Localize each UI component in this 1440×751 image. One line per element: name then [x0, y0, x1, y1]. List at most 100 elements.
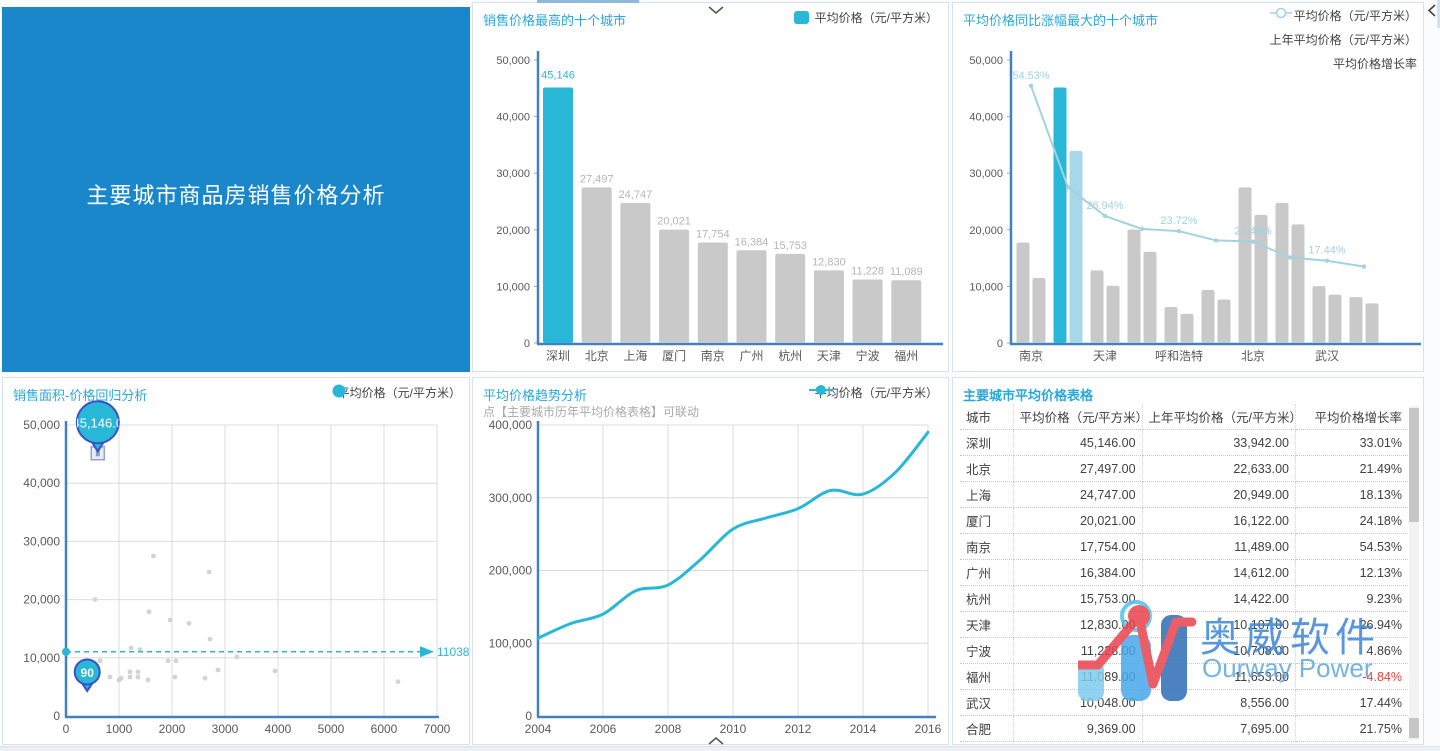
- bar-prev[interactable]: [1217, 299, 1231, 343]
- scatter-point[interactable]: [165, 658, 171, 664]
- growth-rate-point[interactable]: [1250, 239, 1256, 244]
- legend-avg-price[interactable]: 平均价格（元/平方米）: [808, 384, 938, 401]
- x-axis-label[interactable]: 武汉: [1315, 349, 1339, 363]
- table-row[interactable]: 北京 27,497.00 22,633.00 21.49%: [960, 455, 1408, 482]
- scatter-point[interactable]: [167, 617, 173, 623]
- scatter-point[interactable]: [234, 654, 240, 660]
- bar-avg[interactable]: [1312, 286, 1326, 343]
- bar-avg[interactable]: [1016, 242, 1030, 343]
- table-row[interactable]: 南京 17,754.00 11,489.00 54.53%: [960, 533, 1408, 560]
- table-row[interactable]: 广州 16,384.00 14,612.00 12.13%: [960, 559, 1408, 586]
- bar-杭州[interactable]: [775, 253, 806, 343]
- scatter-point[interactable]: [135, 669, 141, 675]
- vertical-scrollbar-thumb[interactable]: [1437, 0, 1440, 28]
- legend-avg-price[interactable]: 平均价格（元/平方米）: [793, 9, 938, 26]
- x-axis-label[interactable]: 广州: [739, 349, 763, 363]
- bar-prev[interactable]: [1180, 313, 1194, 343]
- bar-天津[interactable]: [813, 270, 844, 343]
- chevron-down-icon[interactable]: [707, 3, 725, 21]
- x-axis-label[interactable]: 南京: [1019, 348, 1043, 363]
- table-row[interactable]: 厦门 20,021.00 16,122.00 24.18%: [960, 507, 1408, 534]
- table-row[interactable]: 深圳 45,146.00 33,942.00 33.01%: [960, 429, 1408, 456]
- bar-prev[interactable]: [1365, 303, 1379, 343]
- bar-北京[interactable]: [581, 187, 612, 343]
- growth-rate-point[interactable]: [1176, 228, 1182, 234]
- x-axis-label[interactable]: 宁波: [856, 348, 880, 363]
- scatter-point[interactable]: [118, 675, 124, 681]
- x-axis-label[interactable]: 呼和浩特: [1155, 348, 1203, 363]
- table-row[interactable]: 上海 24,747.00 20,949.00 18.13%: [960, 481, 1408, 508]
- table-scrollbar-thumb[interactable]: [1409, 408, 1419, 522]
- scatter-point[interactable]: [92, 597, 98, 602]
- chevron-up-icon[interactable]: [707, 733, 725, 751]
- scatter-point[interactable]: [206, 569, 212, 575]
- bar-宁波[interactable]: [852, 279, 883, 343]
- scatter-point[interactable]: [127, 674, 133, 680]
- legend-growth-rate[interactable]: 平均价格增长率: [1269, 7, 1417, 72]
- scatter-point[interactable]: [146, 609, 152, 615]
- bar-南京[interactable]: [697, 242, 728, 343]
- growth-rate-point[interactable]: [1324, 258, 1330, 263]
- horizontal-scrollbar-thumb[interactable]: [537, 0, 639, 3]
- legend-avg-price[interactable]: 平均价格（元/平方米）: [332, 384, 461, 401]
- growth-rate-point[interactable]: [1361, 264, 1367, 269]
- bar-avg[interactable]: [1053, 87, 1067, 344]
- scatter-point[interactable]: [395, 679, 401, 685]
- table-row[interactable]: 福州 11,089.00 11,653.00 -4.84%: [960, 663, 1408, 690]
- scatter-point[interactable]: [137, 647, 143, 653]
- scatter-point[interactable]: [207, 636, 213, 642]
- table-row[interactable]: 杭州 15,753.00 14,422.00 9.23%: [960, 585, 1408, 612]
- x-axis-label[interactable]: 南京: [701, 348, 725, 363]
- table-row[interactable]: 武汉 10,048.00 8,556.00 17.44%: [960, 689, 1408, 716]
- growth-rate-point[interactable]: [1102, 213, 1108, 219]
- table-header[interactable]: 城市: [960, 404, 1014, 430]
- bar-prev[interactable]: [1069, 150, 1083, 343]
- scatter-point[interactable]: [173, 658, 179, 664]
- scatter-point[interactable]: [202, 675, 208, 681]
- bar-avg[interactable]: [1201, 289, 1215, 343]
- bar-福州[interactable]: [891, 280, 922, 343]
- bar-prev[interactable]: [1328, 294, 1342, 343]
- bar-avg[interactable]: [1349, 297, 1363, 343]
- table-header[interactable]: 平均价格增长率: [1295, 404, 1408, 430]
- scatter-point[interactable]: [215, 667, 221, 673]
- x-axis-label[interactable]: 杭州: [778, 348, 802, 363]
- growth-rate-point[interactable]: [1028, 83, 1034, 89]
- growth-rate-point[interactable]: [1287, 255, 1293, 260]
- bar-深圳[interactable]: [543, 87, 573, 344]
- scatter-point[interactable]: [145, 677, 151, 683]
- scatter-point[interactable]: [272, 668, 278, 674]
- bar-prev[interactable]: [1291, 224, 1305, 343]
- balloon-pin-icon[interactable]: [73, 658, 101, 686]
- bar-厦门[interactable]: [659, 229, 690, 343]
- bar-prev[interactable]: [1143, 251, 1157, 343]
- bar-prev[interactable]: [1032, 277, 1046, 343]
- growth-rate-point[interactable]: [1065, 185, 1071, 190]
- bar-avg[interactable]: [1238, 187, 1252, 343]
- x-axis-label[interactable]: 天津: [1093, 349, 1117, 363]
- scatter-point[interactable]: [186, 621, 192, 626]
- x-axis-label[interactable]: 北京: [1241, 349, 1265, 363]
- bar-prev[interactable]: [1106, 285, 1120, 343]
- chevron-left-icon[interactable]: [1427, 3, 1437, 23]
- bar-avg[interactable]: [1164, 307, 1178, 343]
- growth-rate-point[interactable]: [1213, 238, 1219, 243]
- bar-avg[interactable]: [1090, 270, 1104, 343]
- x-axis-label[interactable]: 深圳: [546, 349, 570, 363]
- scatter-point[interactable]: [107, 674, 113, 680]
- bar-广州[interactable]: [736, 250, 767, 343]
- x-axis-label[interactable]: 厦门: [662, 348, 686, 363]
- growth-rate-point[interactable]: [1139, 226, 1145, 232]
- x-axis-label[interactable]: 北京: [585, 349, 609, 363]
- x-axis-label[interactable]: 上海: [623, 348, 647, 363]
- scatter-point[interactable]: [97, 658, 103, 664]
- table-scrollbar-button[interactable]: [1409, 718, 1419, 738]
- table-header[interactable]: 平均价格（元/平方米）: [1013, 404, 1143, 430]
- bar-avg[interactable]: [1275, 202, 1289, 343]
- scatter-point[interactable]: [135, 674, 141, 680]
- trend-line[interactable]: [536, 430, 930, 640]
- scatter-point[interactable]: [172, 674, 178, 680]
- balloon-pin-icon[interactable]: [75, 400, 120, 445]
- x-axis-label[interactable]: 福州: [894, 348, 918, 363]
- bar-上海[interactable]: [620, 202, 651, 343]
